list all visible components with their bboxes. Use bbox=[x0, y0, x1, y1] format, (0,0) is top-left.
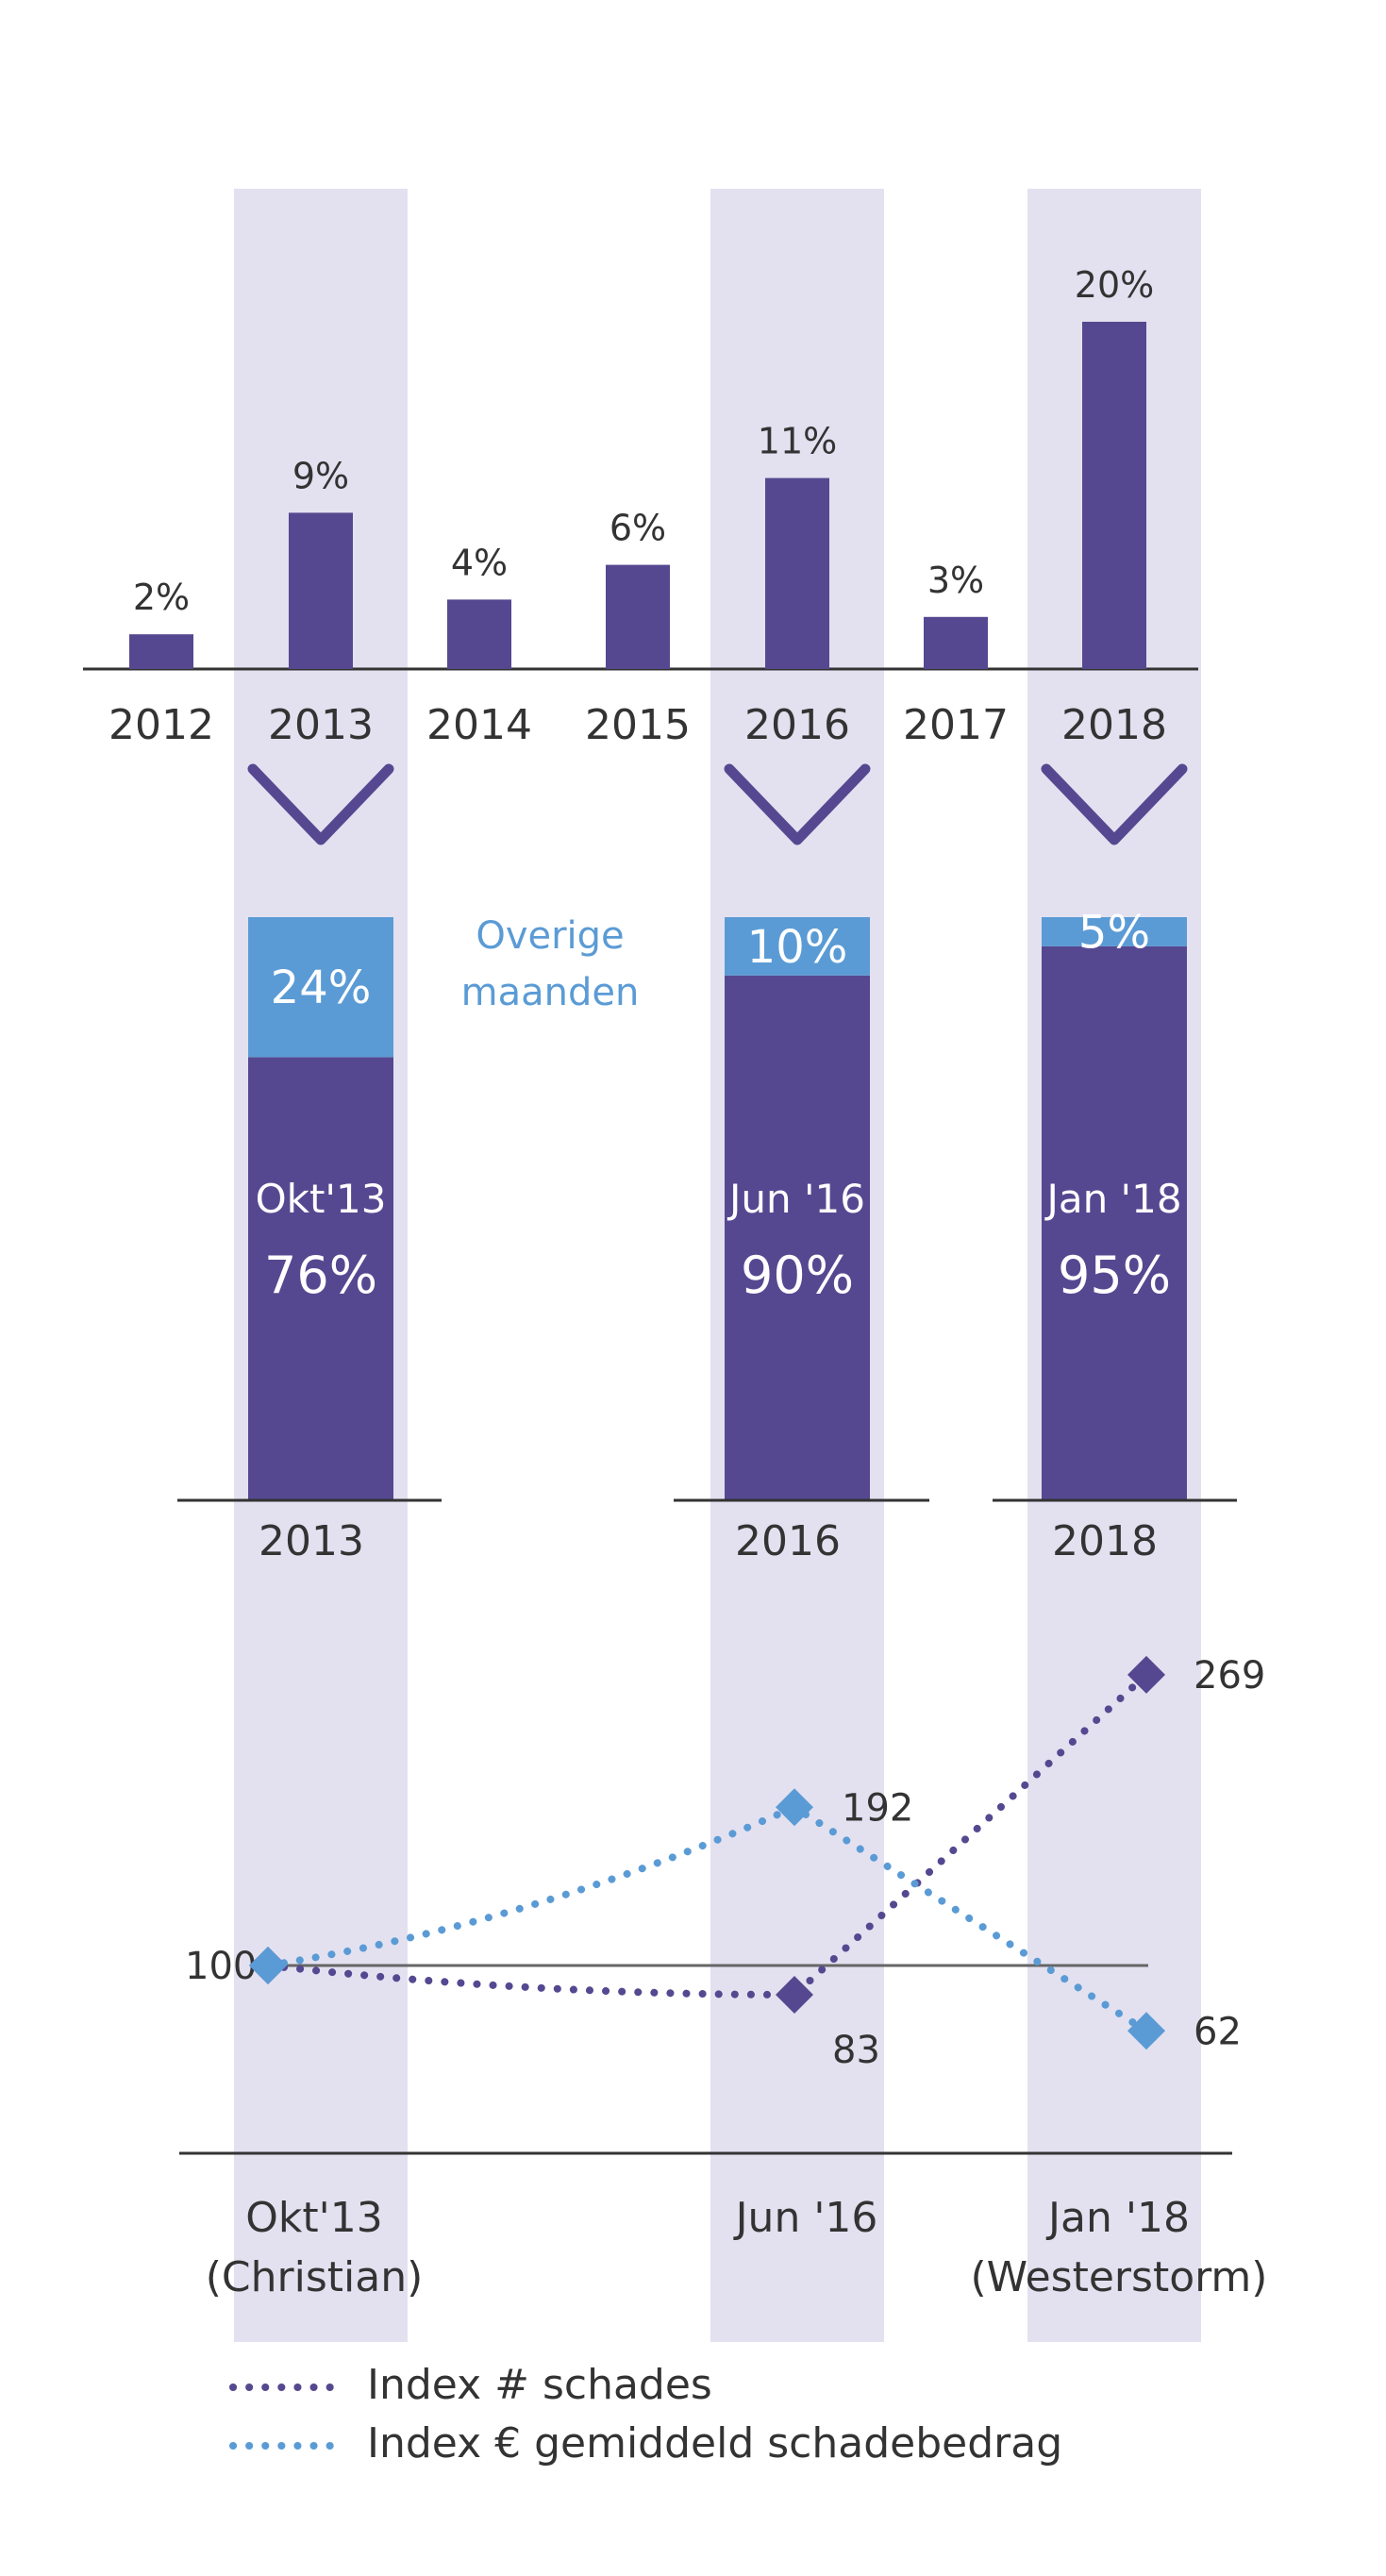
stacked-bar-segment-peak-2016 bbox=[725, 975, 870, 1500]
line-x-sublabel: (Westerstorm) bbox=[971, 2253, 1268, 2301]
data-point-marker bbox=[1127, 1655, 1165, 1694]
annual-share-bar-chart: 2% 2012 9% 2013 4% 2014 6% 2015 11% 2016 3% 2017 20%… bbox=[83, 264, 1198, 749]
bar-value-label: 9% bbox=[292, 455, 349, 496]
other-months-value-label: 5% bbox=[1078, 906, 1150, 959]
x-tick-label: 2013 bbox=[268, 701, 374, 749]
bar-value-label: 6% bbox=[610, 508, 666, 549]
legend-label: Index # schades bbox=[367, 2361, 712, 2409]
stacked-bar-segment-peak-2013 bbox=[248, 1057, 393, 1500]
baseline-value-label: 100 bbox=[185, 1945, 257, 1988]
line-x-label: Okt'13 bbox=[245, 2194, 382, 2242]
x-tick-label: 2014 bbox=[426, 701, 532, 749]
stacked-x-label: 2016 bbox=[735, 1517, 841, 1565]
peak-month-label: Jan '18 bbox=[1044, 1176, 1181, 1222]
x-tick-label: 2015 bbox=[585, 701, 691, 749]
data-point-marker bbox=[776, 1788, 813, 1827]
data-point-marker bbox=[249, 1947, 287, 1984]
stacked-bar-segment-other-2018 bbox=[1042, 917, 1187, 946]
legend-label: Index € gemiddeld schadebedrag bbox=[367, 2419, 1062, 2467]
data-point-marker bbox=[776, 1975, 813, 2014]
index-line-chart: 100 83 269 192 62 Okt'13 (Christian) Jun '16 Jan… bbox=[179, 1654, 1267, 2301]
bar-2017 bbox=[924, 616, 988, 669]
bar-2014 bbox=[447, 599, 511, 669]
line-x-sublabel: (Christian) bbox=[206, 2253, 424, 2301]
stacked-bar-segment-other-2013 bbox=[248, 917, 393, 1058]
overige-annotation-line-2: maanden bbox=[461, 971, 640, 1014]
data-point-marker bbox=[1127, 2012, 1165, 2050]
bar-value-label: 20% bbox=[1075, 264, 1154, 306]
bar-2015 bbox=[606, 564, 670, 669]
series-line-index-gemiddeld-schadebedrag bbox=[264, 1802, 1150, 2035]
bar-value-label: 2% bbox=[133, 577, 190, 618]
series-line-index-schades bbox=[264, 1670, 1150, 1999]
x-tick-label: 2017 bbox=[903, 701, 1009, 749]
data-point-label: 62 bbox=[1194, 2010, 1242, 2053]
chevron-down-icon bbox=[247, 763, 394, 845]
data-point-label: 192 bbox=[842, 1786, 913, 1830]
bar-value-label: 4% bbox=[451, 542, 508, 583]
other-months-value-label: 24% bbox=[271, 962, 372, 1014]
chevron-down-icon bbox=[724, 763, 871, 845]
chevron-down-icon bbox=[1041, 763, 1188, 845]
x-tick-label: 2018 bbox=[1061, 701, 1167, 749]
data-point-label: 269 bbox=[1194, 1654, 1265, 1698]
stacked-bar-segment-peak-2018 bbox=[1042, 945, 1187, 1500]
x-tick-label: 2016 bbox=[744, 701, 850, 749]
legend: Index # schades Index € gemiddeld schadeb… bbox=[229, 2361, 1062, 2467]
bar-2012 bbox=[129, 634, 193, 669]
bar-2016 bbox=[765, 477, 829, 669]
peak-month-value-label: 76% bbox=[264, 1246, 377, 1305]
data-point-label: 83 bbox=[832, 2029, 880, 2072]
line-x-label: Jun '16 bbox=[733, 2194, 878, 2242]
x-tick-label: 2012 bbox=[109, 701, 214, 749]
other-months-value-label: 10% bbox=[747, 921, 848, 974]
bar-2018 bbox=[1082, 322, 1146, 669]
bar-value-label: 3% bbox=[927, 560, 984, 601]
overige-annotation-line-1: Overige bbox=[476, 914, 624, 958]
peak-month-value-label: 95% bbox=[1058, 1246, 1171, 1305]
bar-value-label: 11% bbox=[758, 421, 837, 462]
line-x-label: Jan '18 bbox=[1045, 2194, 1190, 2242]
peak-month-value-label: 90% bbox=[741, 1246, 854, 1305]
peak-month-label: Jun '16 bbox=[726, 1176, 865, 1222]
chevron-markers bbox=[247, 763, 1188, 845]
monthly-share-stacked-chart: 24% Okt'13 76% 2013 10% Jun '16 90% 2016 5% Jan '… bbox=[177, 906, 1237, 1565]
stacked-bar-segment-other-2016 bbox=[725, 917, 870, 976]
stacked-x-label: 2018 bbox=[1052, 1517, 1158, 1565]
stacked-x-label: 2013 bbox=[259, 1517, 364, 1565]
peak-month-label: Okt'13 bbox=[256, 1176, 387, 1222]
bar-2013 bbox=[289, 512, 353, 669]
